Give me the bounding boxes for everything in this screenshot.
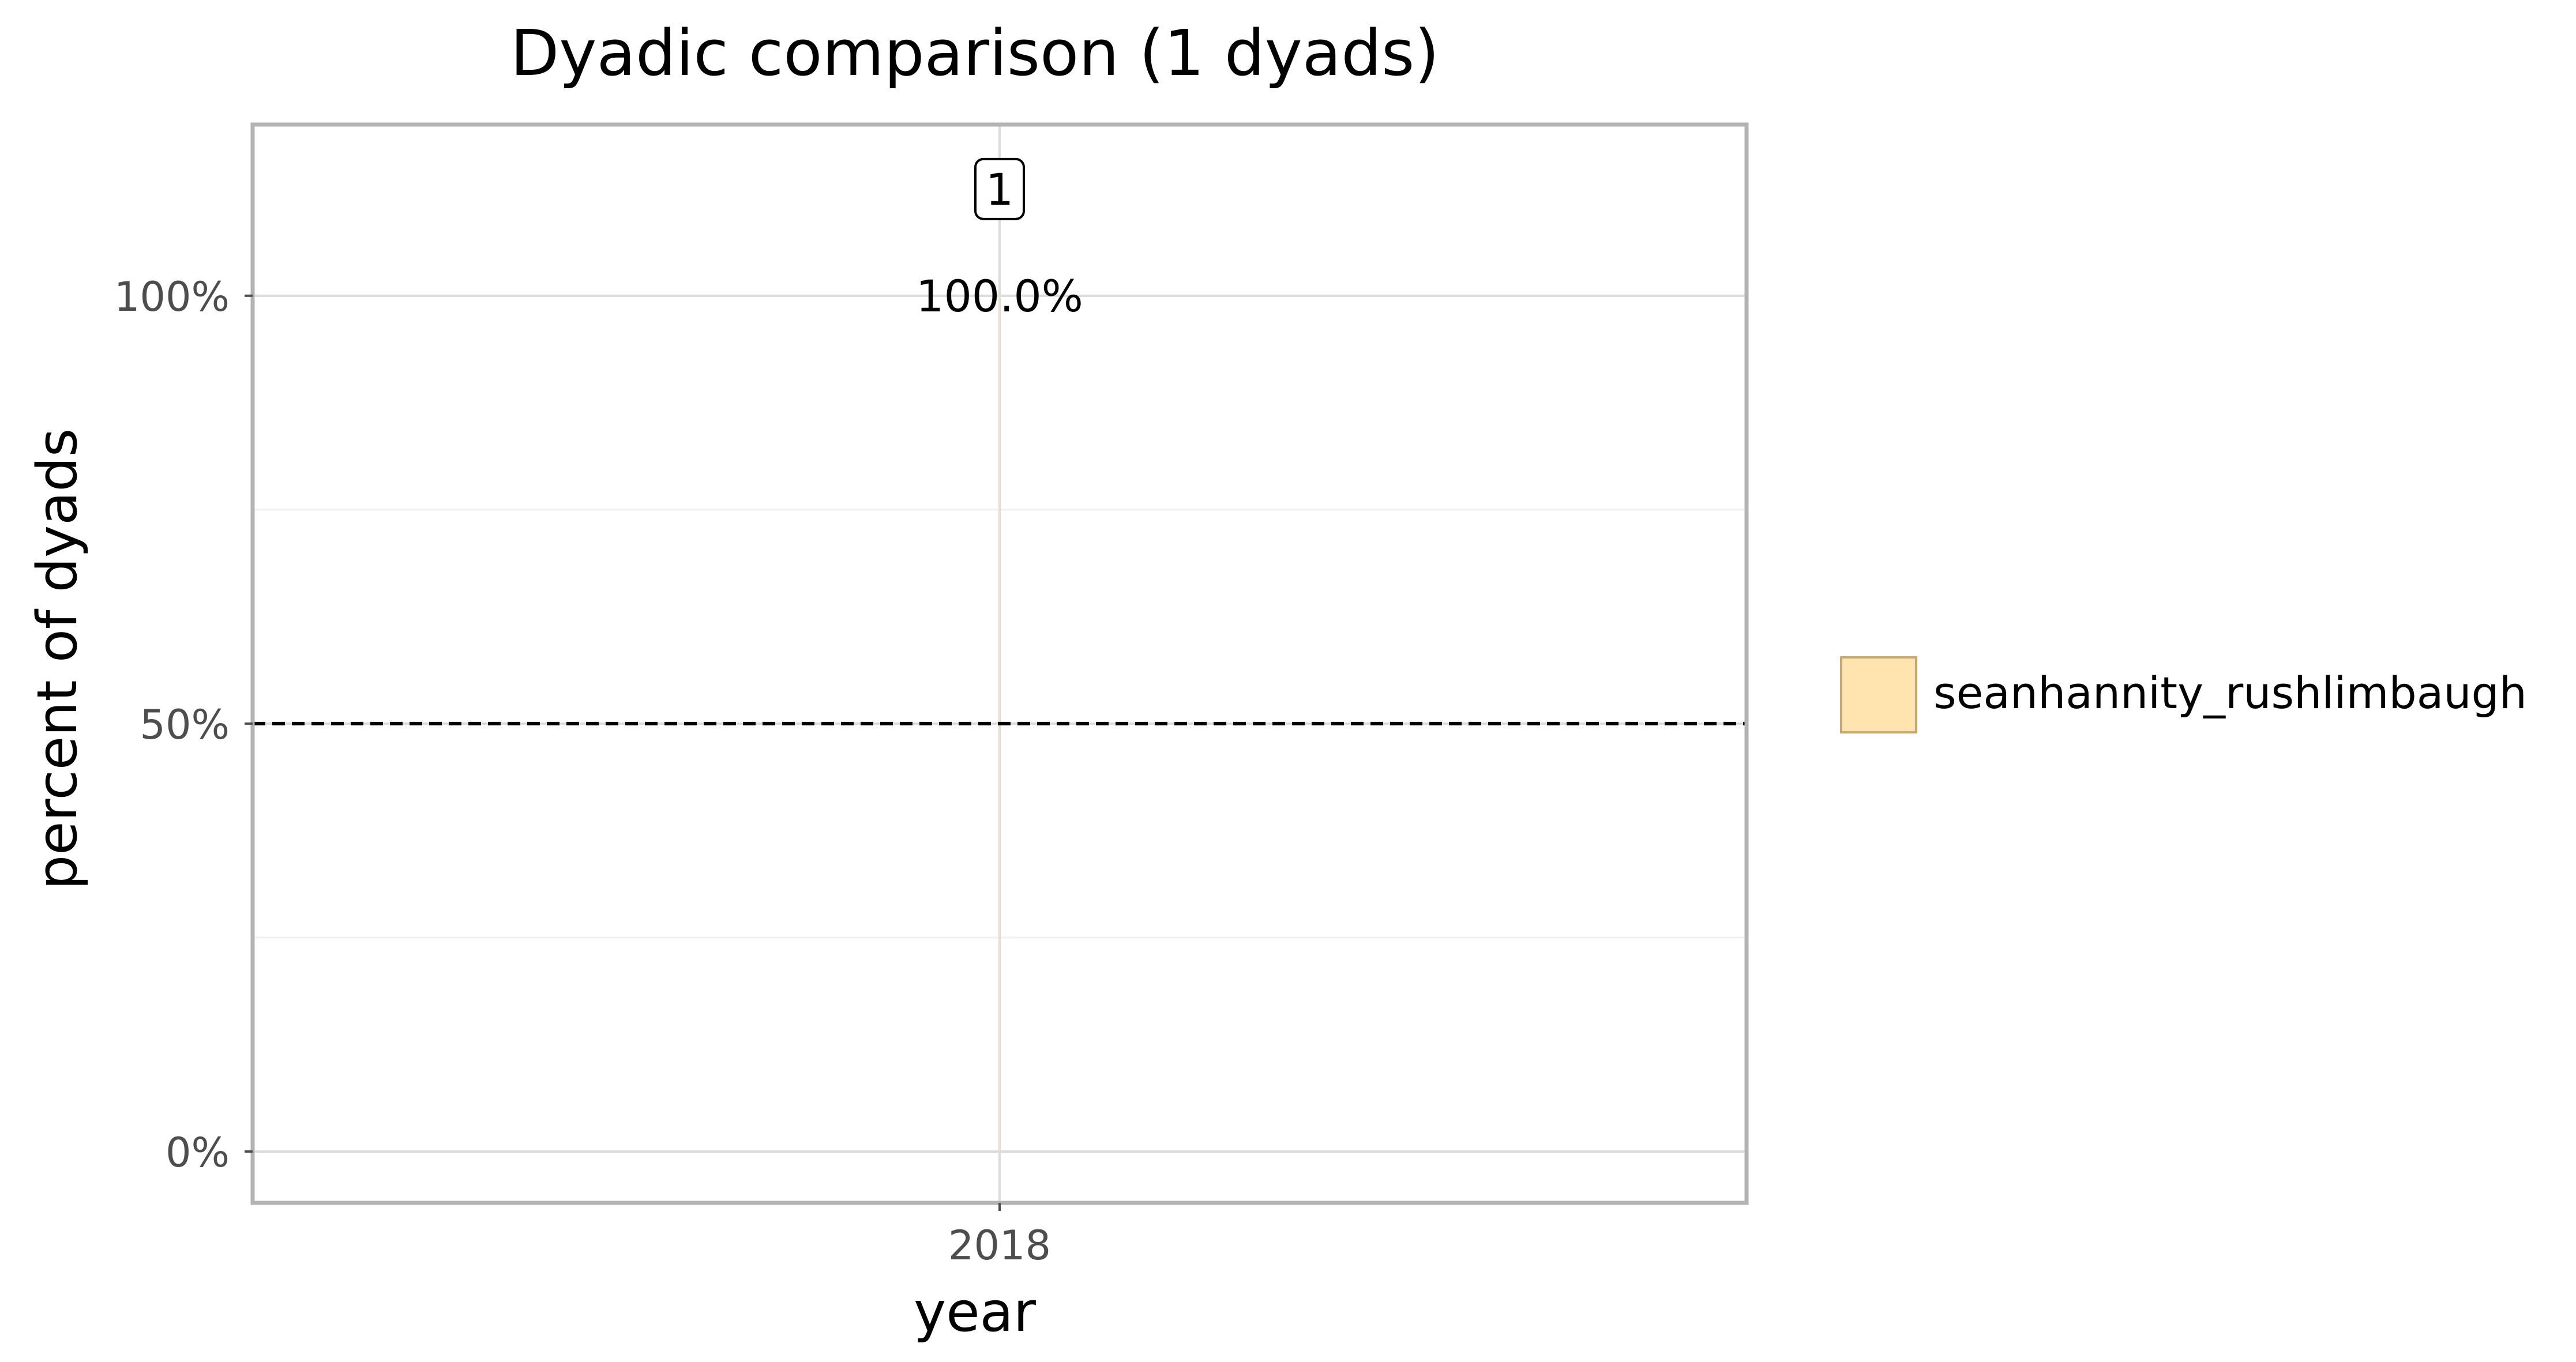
bar-percent-label: 100.0% — [916, 270, 1083, 322]
x-tick-label: 2018 — [948, 1222, 1051, 1269]
legend: seanhannity_rushlimbaugh — [1840, 656, 2527, 733]
y-tick-label: 100% — [114, 273, 230, 321]
annotations: 100.0% 1 — [916, 157, 1083, 322]
legend-swatch — [1840, 656, 1917, 733]
y-axis-title: percent of dyads — [26, 428, 89, 890]
count-label-box — [974, 157, 1025, 220]
legend-label: seanhannity_rushlimbaugh — [1933, 667, 2527, 718]
x-axis-ticks: 2018 — [948, 1203, 1051, 1269]
count-label: 1 — [986, 164, 1013, 215]
x-axis-title: year — [914, 1281, 1037, 1344]
y-tick-label: 0% — [166, 1129, 230, 1176]
chart-title: Dyadic comparison (1 dyads) — [510, 16, 1440, 90]
y-tick-label: 50% — [140, 701, 230, 748]
y-axis-ticks: 0% 50% 100% — [114, 273, 253, 1176]
